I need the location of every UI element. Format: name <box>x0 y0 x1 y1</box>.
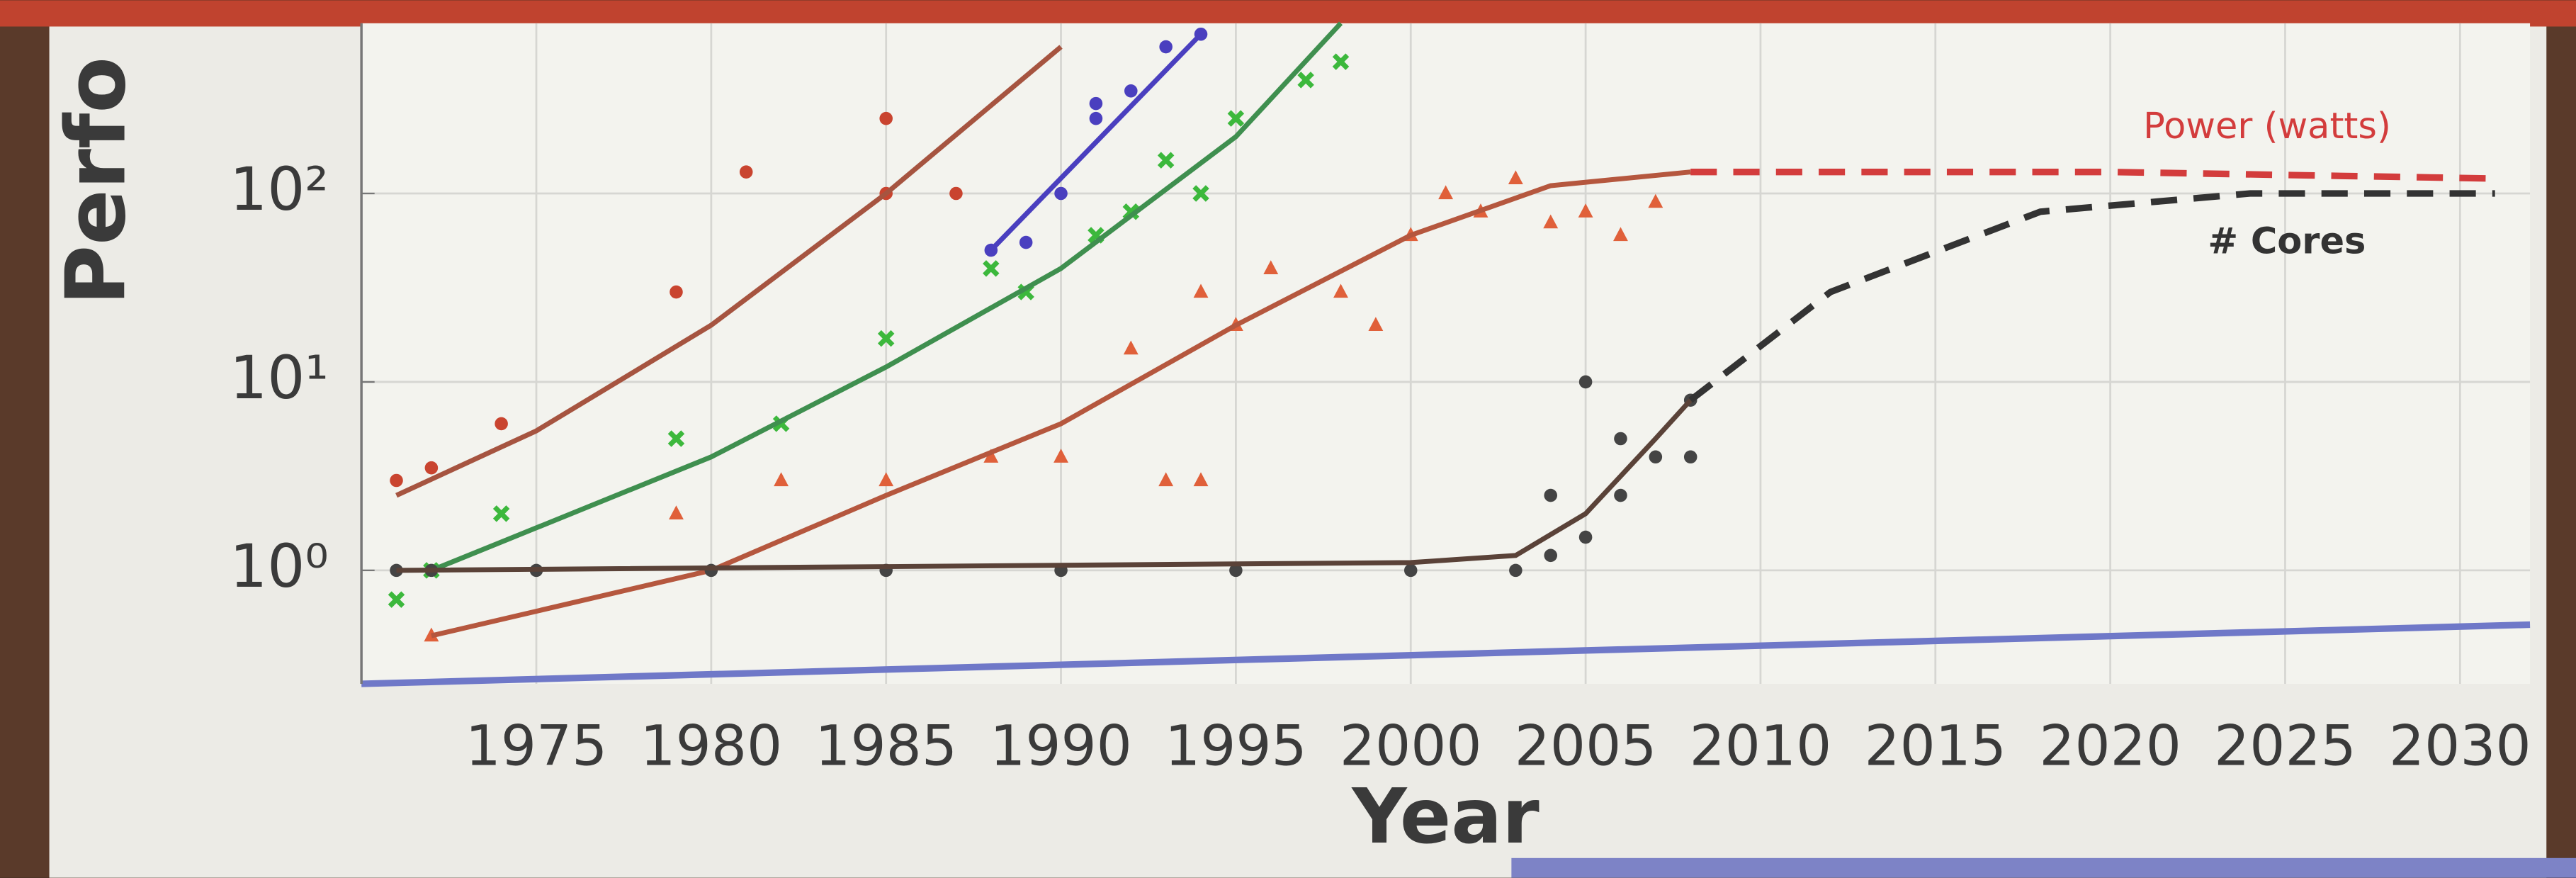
point <box>1614 489 1627 502</box>
point <box>1649 451 1663 464</box>
cores-annotation: # Cores <box>2208 221 2366 263</box>
x-tick-label: 1980 <box>640 713 783 778</box>
point <box>1159 40 1173 54</box>
y-tick-label: 10¹ <box>230 344 329 412</box>
point <box>425 461 439 475</box>
power-annotation: Power (watts) <box>2143 106 2391 147</box>
point <box>1579 531 1593 544</box>
point <box>1579 376 1593 389</box>
y-tick-label: 10⁰ <box>230 532 329 601</box>
point <box>1684 451 1697 464</box>
page: Year Perfo Power (watts) # Cores 1975 198… <box>0 0 2576 878</box>
x-tick-label: 1990 <box>990 713 1132 778</box>
point <box>949 187 963 201</box>
point <box>1124 84 1138 98</box>
x-tick-label: 1995 <box>1165 713 1307 778</box>
x-tick-label: 2010 <box>1690 713 1832 778</box>
point <box>1019 236 1033 249</box>
x-tick-label: 2015 <box>1864 713 2006 778</box>
x-tick-label: 2005 <box>1515 713 1657 778</box>
slide-header-bar <box>0 0 2576 26</box>
x-tick-label: 1985 <box>815 713 957 778</box>
point <box>1404 564 1418 578</box>
x-tick-label: 2000 <box>1340 713 1482 778</box>
x-tick-label: 2030 <box>2389 713 2531 778</box>
y-axis-label: Perfo <box>49 57 145 305</box>
point <box>879 112 893 125</box>
x-tick-label: 2020 <box>2039 713 2181 778</box>
point <box>1614 432 1627 446</box>
point <box>1054 187 1068 201</box>
chart: Year Perfo Power (watts) # Cores 1975 198… <box>0 0 2576 878</box>
slide-footer-strip <box>1511 858 2576 878</box>
point <box>1544 489 1557 502</box>
point <box>390 474 403 488</box>
point <box>1509 564 1523 578</box>
y-tick-label: 10² <box>230 155 329 224</box>
point <box>1090 112 1103 125</box>
point <box>495 417 508 431</box>
point <box>740 165 753 179</box>
point <box>1090 97 1103 111</box>
point <box>670 286 683 299</box>
x-tick-label: 1975 <box>465 713 608 778</box>
point <box>1544 549 1557 563</box>
x-axis-label: Year <box>1350 773 1540 861</box>
x-tick-label: 2025 <box>2214 713 2356 778</box>
